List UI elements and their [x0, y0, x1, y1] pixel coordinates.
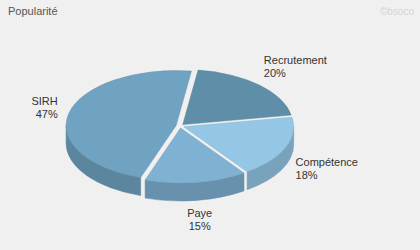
pie-tops	[66, 70, 294, 183]
slice	[66, 71, 191, 178]
chart: Popularité ©bsoco Recrutement20% Compétence…	[0, 0, 420, 250]
data-label: 47%	[36, 108, 58, 120]
title: Popularité	[8, 5, 58, 17]
data-labels: Recrutement20% Compétence18% Paye15% SIRH47…	[31, 54, 357, 232]
background	[0, 0, 420, 250]
data-label: 18%	[296, 169, 318, 181]
watermark: ©bsoco	[380, 6, 414, 17]
data-label: 20%	[264, 67, 286, 79]
data-label: 15%	[189, 220, 211, 232]
slice-label: Recrutement	[264, 54, 327, 66]
slice-label: Compétence	[296, 156, 358, 168]
slice-label: SIRH	[31, 95, 57, 107]
slice-label: Paye	[187, 207, 212, 219]
